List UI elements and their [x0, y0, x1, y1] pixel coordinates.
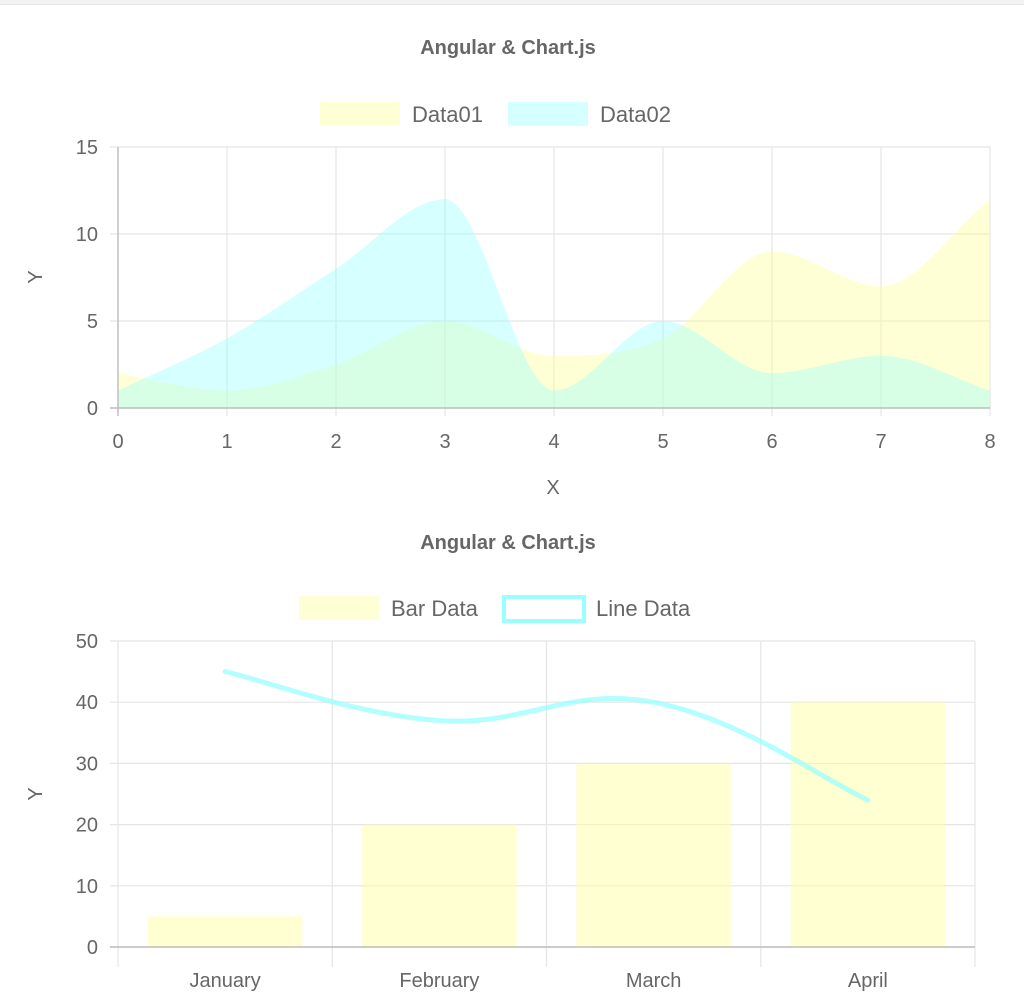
x-tick-label: 7	[875, 431, 886, 453]
legend-swatch-data02	[508, 102, 588, 126]
bar-april	[790, 702, 946, 947]
y-tick-label: 50	[76, 631, 98, 653]
legend: Bar Data Line Data	[299, 595, 691, 623]
x-tick-label: April	[848, 970, 888, 992]
legend-label-data02: Data02	[600, 102, 671, 127]
x-tick-label: 3	[439, 431, 450, 453]
y-axis-label: Y	[25, 270, 47, 283]
x-tick-label: 6	[766, 431, 777, 453]
bar-march	[576, 763, 731, 947]
x-tick-label: 5	[657, 431, 668, 453]
top-border	[0, 0, 1024, 5]
bar-january	[147, 916, 303, 947]
x-axis-label: X	[546, 477, 559, 499]
x-tick-label: 0	[112, 431, 123, 453]
legend-swatch-line-data	[502, 595, 586, 623]
series-area-data02	[118, 199, 990, 408]
y-tick-label: 0	[87, 937, 98, 959]
x-tick-label: 8	[984, 431, 995, 453]
x-tick-label: 4	[548, 431, 559, 453]
y-tick-label: 0	[87, 398, 98, 420]
legend-swatch-data01	[320, 102, 400, 126]
x-tick-label: 1	[221, 431, 232, 453]
y-tick-label: 10	[76, 876, 98, 898]
chart-title: Angular & Chart.js	[420, 37, 596, 59]
y-tick-label: 20	[76, 815, 98, 837]
x-tick-label: 2	[330, 431, 341, 453]
bar-line-chart: Angular & Chart.js Bar Data Line Data Janua…	[25, 532, 976, 992]
legend-label-data01: Data01	[412, 102, 483, 127]
y-axis-label: Y	[25, 787, 47, 800]
legend: Data01 Data02	[320, 102, 671, 127]
legend-swatch-bar-data	[299, 596, 379, 620]
y-tick-label: 15	[76, 137, 98, 159]
series-area-data01	[118, 199, 990, 408]
legend-label-line-data: Line Data	[596, 596, 691, 621]
chart-title: Angular & Chart.js	[420, 532, 596, 554]
y-tick-label: 10	[76, 224, 98, 246]
x-tick-label: March	[626, 970, 682, 992]
x-tick-label: January	[190, 970, 261, 992]
x-tick-label: February	[399, 970, 479, 992]
y-tick-label: 5	[87, 311, 98, 333]
series-line-line-data	[222, 669, 871, 803]
area-chart: Angular & Chart.js Data01 Data02 0 1 2 3 4 5 6 7 8 0…	[25, 37, 996, 499]
legend-label-bar-data: Bar Data	[391, 596, 479, 621]
bar-february	[362, 824, 517, 947]
y-tick-label: 40	[76, 692, 98, 714]
y-tick-label: 30	[76, 753, 98, 775]
